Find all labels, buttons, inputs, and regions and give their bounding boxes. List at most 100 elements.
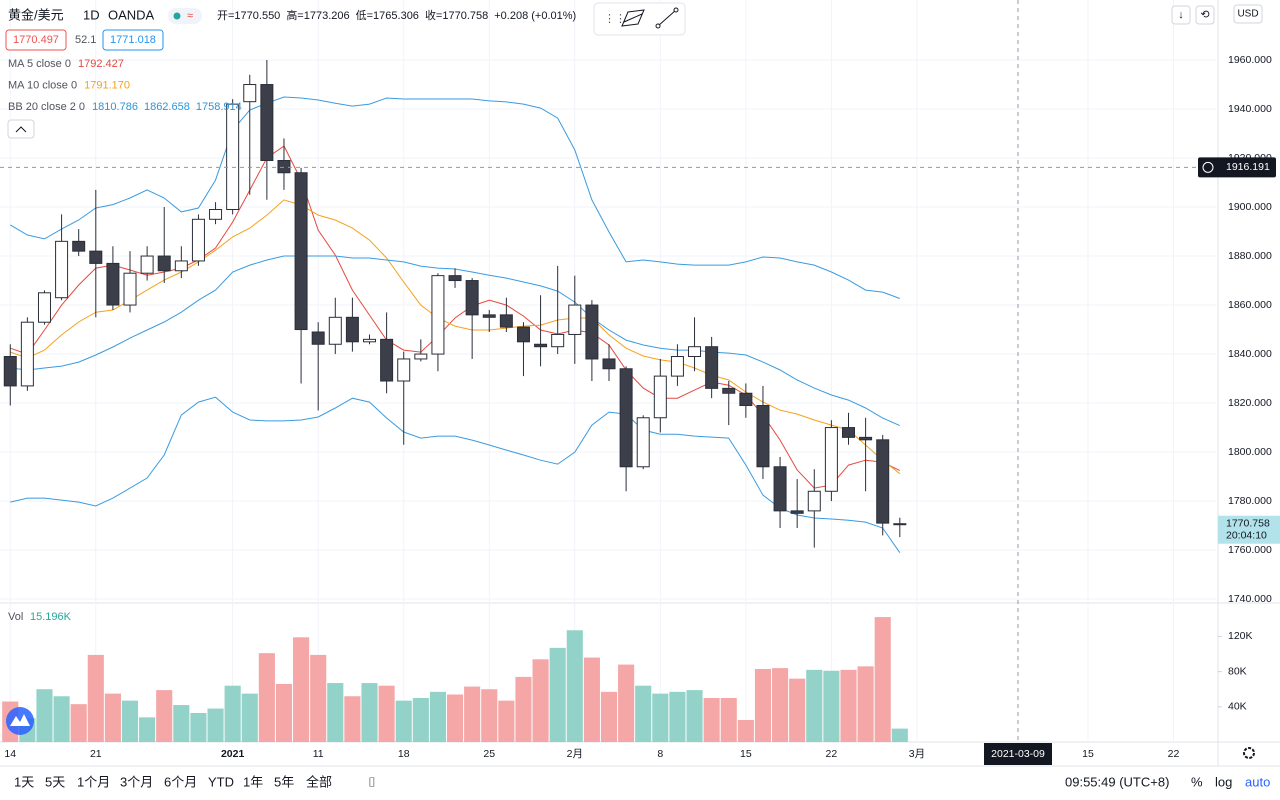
y-tick-label: 1900.000 bbox=[1228, 201, 1272, 213]
volume-bar bbox=[669, 691, 686, 742]
candle-body bbox=[3, 356, 17, 387]
range-button[interactable]: 1天 bbox=[14, 774, 34, 789]
legend-value: 1862.658 bbox=[144, 101, 190, 113]
range-button[interactable]: YTD bbox=[208, 774, 234, 789]
ohlc-value: 高=1773.206 bbox=[286, 8, 349, 22]
volume-bar bbox=[121, 700, 139, 742]
scale-option[interactable]: % bbox=[1191, 774, 1203, 789]
status-badge[interactable] bbox=[168, 8, 202, 24]
range-button[interactable]: 3个月 bbox=[120, 774, 153, 789]
volume-bar bbox=[258, 653, 275, 742]
scale-option[interactable]: log bbox=[1215, 774, 1232, 789]
range-button[interactable]: 5年 bbox=[274, 774, 294, 789]
candle-body bbox=[653, 375, 667, 419]
last-price: 1770.758 bbox=[1226, 517, 1270, 529]
candle-body bbox=[893, 523, 907, 526]
candle-body bbox=[756, 405, 770, 468]
reset-icon: ⟲ bbox=[1200, 9, 1209, 21]
logo-mark bbox=[10, 714, 30, 726]
parallel-tool[interactable] bbox=[621, 9, 645, 27]
x-tick-label: 21 bbox=[90, 748, 102, 760]
clock: 09:55:49 (UTC+8) bbox=[1065, 774, 1169, 789]
legend-value: 1791.170 bbox=[84, 79, 130, 91]
candle-body bbox=[534, 343, 548, 348]
volume-bar bbox=[275, 683, 293, 742]
volume-bar bbox=[429, 691, 446, 742]
y-tick-label: 1760.000 bbox=[1228, 544, 1272, 556]
scroll-button[interactable] bbox=[1171, 5, 1191, 25]
range-button[interactable]: 5天 bbox=[45, 774, 65, 789]
line-tool-end bbox=[673, 7, 679, 13]
volume-bar bbox=[652, 693, 669, 742]
x-tick-label: 2月 bbox=[567, 748, 583, 760]
currency-box[interactable] bbox=[1233, 4, 1263, 24]
volume-bar bbox=[583, 657, 600, 742]
x-tick-label: 14 bbox=[4, 748, 16, 760]
compare-icon[interactable]: ⌷ bbox=[368, 774, 376, 789]
y-tick-label: 1740.000 bbox=[1228, 593, 1272, 605]
candle-body bbox=[585, 304, 599, 360]
range-button[interactable]: 6个月 bbox=[164, 774, 197, 789]
collapse-button[interactable] bbox=[7, 119, 35, 139]
ask: 1771.018 bbox=[110, 34, 156, 46]
volume-bar bbox=[549, 647, 566, 742]
volume-bar bbox=[207, 708, 224, 742]
range-button[interactable]: 1年 bbox=[243, 774, 263, 789]
bid-box[interactable] bbox=[5, 29, 67, 51]
volume-bar bbox=[566, 630, 583, 742]
candle-body bbox=[397, 358, 411, 382]
volume-tick-label: 80K bbox=[1228, 665, 1247, 677]
volume-bar bbox=[618, 664, 635, 742]
candle-body bbox=[191, 218, 205, 262]
legend-label: MA 5 close 0 bbox=[8, 58, 71, 70]
volume-bar bbox=[532, 659, 549, 742]
volume-bar bbox=[310, 654, 327, 742]
crosshair-date: 2021-03-09 bbox=[991, 748, 1045, 760]
range-button[interactable]: 1个月 bbox=[77, 774, 110, 789]
ohlc-value: 开=1770.550 bbox=[217, 10, 280, 22]
volume-bar bbox=[293, 637, 310, 742]
volume-bar bbox=[874, 617, 891, 742]
y-tick-label: 1880.000 bbox=[1228, 250, 1272, 262]
y-tick-label: 1840.000 bbox=[1228, 348, 1272, 360]
candle-body bbox=[260, 84, 274, 161]
candle-body bbox=[568, 304, 582, 335]
volume-bar bbox=[686, 690, 703, 742]
range-button[interactable]: 全部 bbox=[306, 774, 332, 789]
y-tick-label: 1860.000 bbox=[1228, 299, 1272, 311]
line-tool[interactable] bbox=[657, 9, 677, 27]
volume-bar bbox=[344, 696, 361, 742]
candles bbox=[3, 60, 907, 548]
volume-bar bbox=[464, 686, 481, 742]
last-price-box bbox=[1218, 515, 1280, 544]
legend-value: 1792.427 bbox=[78, 58, 124, 70]
y-tick-label: 1960.000 bbox=[1228, 54, 1272, 66]
candle-body bbox=[636, 417, 650, 468]
candle-body bbox=[824, 427, 838, 492]
x-tick-label: 22 bbox=[826, 748, 838, 760]
x-tick-label: 18 bbox=[398, 748, 410, 760]
interval: 1D bbox=[83, 7, 100, 22]
scale-option[interactable]: auto bbox=[1245, 774, 1270, 789]
candle-body bbox=[311, 331, 325, 345]
reset-button[interactable] bbox=[1195, 5, 1215, 25]
volume-bar bbox=[190, 712, 207, 742]
candle-body bbox=[226, 103, 240, 210]
candle-body bbox=[157, 255, 171, 272]
volume-bar bbox=[754, 668, 772, 742]
volume-bar bbox=[481, 689, 498, 742]
ask-box[interactable] bbox=[102, 29, 164, 51]
volume-bar bbox=[600, 691, 618, 742]
volume-bar bbox=[173, 705, 190, 742]
y-tick-label: 1940.000 bbox=[1228, 103, 1272, 115]
candle-body bbox=[72, 240, 86, 252]
legend-label: MA 10 close 0 bbox=[8, 79, 77, 91]
settings-icon[interactable] bbox=[1243, 747, 1255, 759]
volume-bar bbox=[891, 728, 908, 742]
volume-bar bbox=[806, 669, 823, 742]
candle-body bbox=[739, 392, 753, 407]
drag-handle[interactable]: ⋮⋮ bbox=[604, 13, 626, 25]
drawing-toolbar bbox=[593, 2, 686, 36]
candle-body bbox=[55, 240, 69, 299]
volume-pane bbox=[2, 617, 908, 742]
